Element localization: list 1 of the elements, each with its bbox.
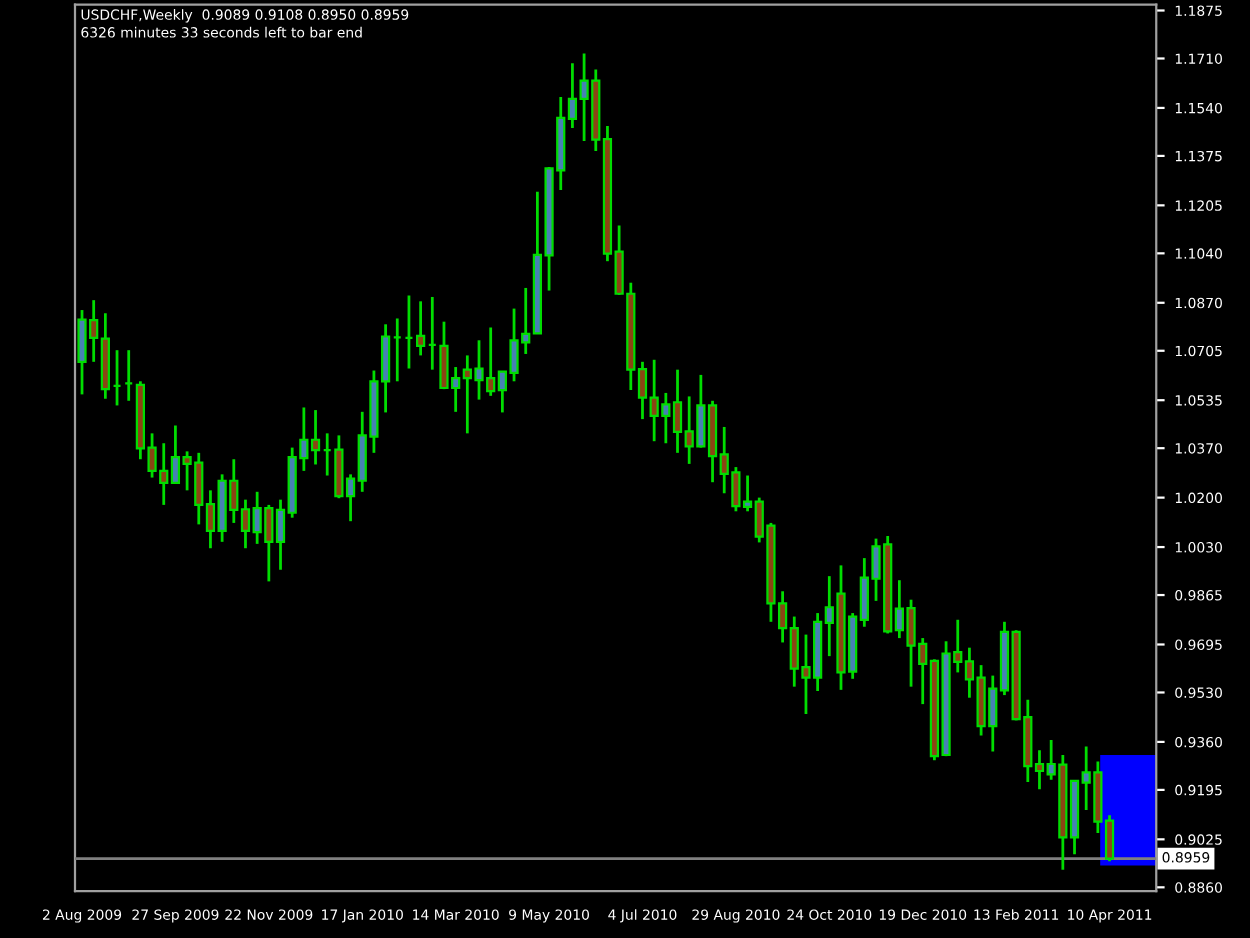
candlestick <box>416 299 426 357</box>
